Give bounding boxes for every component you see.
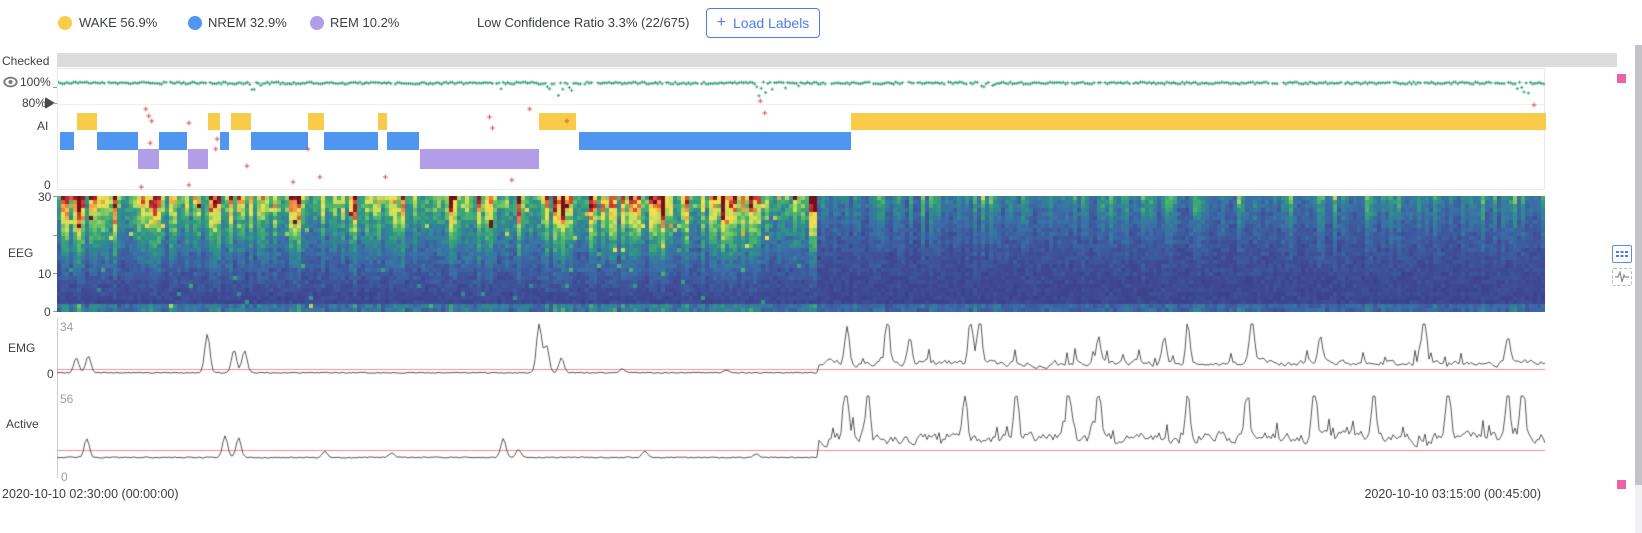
emg-row-label: EMG bbox=[8, 341, 36, 355]
tick-eeg-0 bbox=[53, 311, 57, 312]
tick-80 bbox=[53, 103, 57, 104]
tick-eeg-30 bbox=[53, 196, 57, 197]
ai-row-label: AI bbox=[37, 119, 49, 133]
confidence-dots-canvas[interactable] bbox=[58, 69, 1546, 191]
waveform-view-button[interactable] bbox=[1612, 268, 1632, 286]
waveform-icon bbox=[1615, 271, 1629, 283]
nrem-legend-label: NREM 32.9% bbox=[208, 15, 287, 30]
active-row-label: Active bbox=[6, 417, 39, 431]
active-trace-canvas[interactable] bbox=[57, 390, 1545, 465]
ai-hypnogram-panel[interactable] bbox=[57, 68, 1546, 191]
time-start-label: 2020-10-10 02:30:00 (00:00:00) bbox=[2, 487, 179, 501]
eeg-spectrogram-canvas[interactable] bbox=[57, 196, 1545, 312]
load-labels-label: Load Labels bbox=[733, 15, 810, 31]
scrollbar-thumb[interactable] bbox=[1635, 45, 1642, 485]
eeg-row-label: EEG bbox=[8, 246, 34, 260]
nrem-legend-dot bbox=[188, 16, 202, 30]
eeg-min-label: 0 bbox=[44, 305, 51, 319]
brush-handle-top[interactable] bbox=[1617, 74, 1626, 83]
tick-100 bbox=[53, 87, 57, 88]
checked-row-label: Checked bbox=[2, 54, 50, 68]
eye-icon[interactable] bbox=[3, 75, 18, 93]
heatmap-icon bbox=[1616, 251, 1628, 257]
wake-legend-label: WAKE 56.9% bbox=[79, 15, 158, 30]
load-labels-button[interactable]: + Load Labels bbox=[706, 8, 820, 38]
tick-eeg-10 bbox=[53, 273, 57, 274]
eeg-mid-label: 10 bbox=[38, 267, 52, 281]
time-zero-label: 0 bbox=[61, 470, 68, 484]
emg-trace-canvas[interactable] bbox=[57, 318, 1545, 380]
rem-legend-dot bbox=[310, 16, 324, 30]
confidence-100-label: 100% bbox=[20, 75, 51, 89]
emg-zero-label: 0 bbox=[47, 367, 54, 381]
brush-handle-bottom[interactable] bbox=[1617, 480, 1626, 489]
confidence-0-label: 0 bbox=[44, 178, 51, 192]
checked-progress-bar[interactable] bbox=[57, 53, 1617, 67]
scrollbar-track[interactable] bbox=[1635, 45, 1642, 533]
confidence-threshold-marker[interactable] bbox=[45, 97, 55, 109]
low-confidence-ratio: Low Confidence Ratio 3.3% (22/675) bbox=[477, 15, 690, 30]
eeg-max-label: 30 bbox=[38, 190, 52, 204]
rem-legend-label: REM 10.2% bbox=[330, 15, 400, 30]
spectrogram-view-button[interactable] bbox=[1612, 245, 1632, 263]
time-end-label: 2020-10-10 03:15:00 (00:45:00) bbox=[1364, 487, 1541, 501]
plus-icon: + bbox=[716, 14, 727, 31]
tick-eeg-20 bbox=[53, 235, 57, 236]
confidence-80-label: 80% bbox=[22, 96, 47, 110]
wake-legend-dot bbox=[58, 16, 72, 30]
